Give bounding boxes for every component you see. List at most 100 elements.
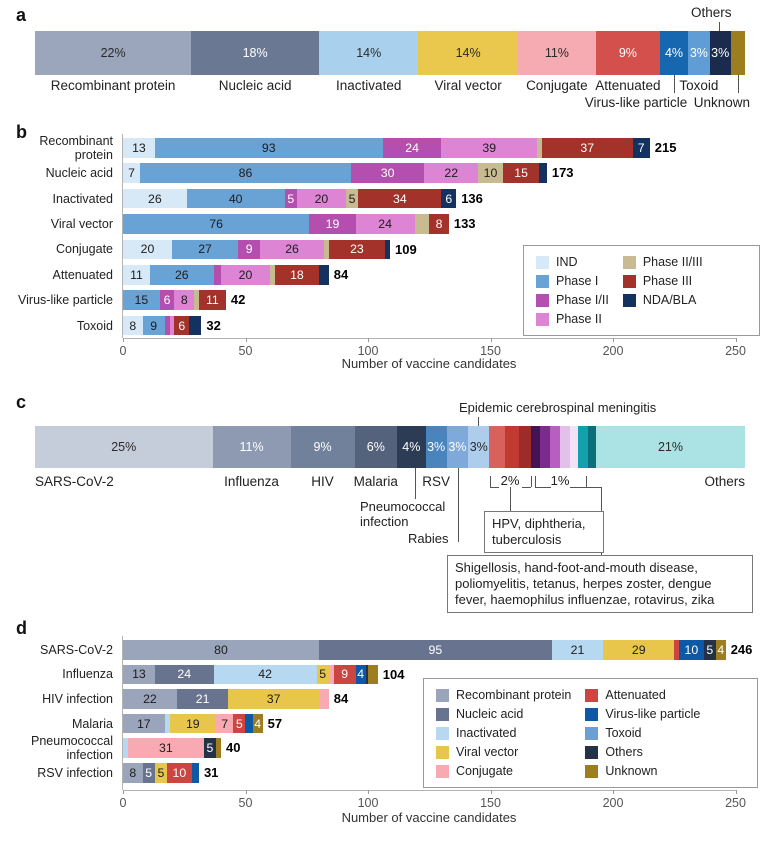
bar-segment: 9 (333, 664, 356, 685)
tick-label: 250 (725, 796, 746, 810)
bar-segment: 3% (688, 31, 710, 75)
bar-row: 11 26 20 18 (123, 265, 329, 285)
bar-segment: 21 (176, 689, 229, 709)
legend-item: Nucleic acid (436, 707, 571, 721)
panel-a-others-label: Others (691, 5, 732, 20)
bar-segment (367, 664, 378, 685)
row-label: Pneumococcal infection (31, 734, 113, 763)
segment-value: 5 (319, 667, 327, 682)
segment-value: 15 (134, 293, 149, 308)
axis-tick (368, 790, 369, 794)
bar-row: 13 93 24 39 37 7 (123, 138, 650, 158)
legend-label: NDA/BLA (642, 293, 697, 307)
bar-segment (269, 265, 275, 285)
legend-column: Recombinant protein Nucleic acid Inactivat… (436, 688, 571, 778)
bar-segment (164, 315, 170, 336)
bar-segment: 3% (468, 426, 490, 468)
tick-label: 250 (725, 343, 746, 358)
bar-row: 31 5 (123, 738, 221, 758)
segment-value: 29 (631, 642, 646, 657)
bar-segment (318, 689, 329, 709)
segment-label: HIV (311, 474, 334, 489)
bar-segment: 37 (541, 138, 633, 158)
bar-segment (191, 763, 199, 783)
segment-value: 5 (235, 716, 243, 731)
bar-segment (519, 426, 531, 468)
bar-segment: 9% (290, 426, 355, 468)
bar-segment (365, 664, 368, 685)
bar-segment: 20 (220, 265, 270, 285)
legend-label: Toxoid (605, 726, 642, 740)
tick-label: 150 (480, 343, 501, 358)
row-label: Viral vector (50, 216, 113, 231)
segment-value: 27 (198, 242, 212, 257)
legend-label: Phase II (556, 312, 602, 326)
segment-value: 34 (392, 191, 407, 206)
panel-d-letter: d (16, 618, 27, 638)
legend-swatch (536, 255, 549, 269)
segment-label: Influenza (224, 474, 279, 489)
pneumococcal-label: Pneumococcal infection (360, 499, 446, 529)
tick-label: 200 (602, 796, 624, 810)
segment-value: 10 (172, 765, 187, 780)
bar-segment: 14% (319, 31, 419, 75)
row-total: 133 (453, 216, 476, 232)
segment-value: 21 (570, 642, 585, 657)
segment-value: 26 (285, 242, 299, 257)
legend-swatch (536, 293, 549, 307)
bar-segment: 3% (425, 426, 447, 468)
panel-b-x-axis-title: Number of vaccine candidates (341, 356, 517, 371)
panel-c-stacked-bar: 25% 11% 9% 6% 4% 3% 3% 3% 21% (35, 426, 745, 468)
bracket-line (490, 487, 499, 488)
segment-value: 39 (482, 140, 497, 155)
leader-line (458, 468, 459, 542)
bar-segment: 80 (123, 640, 319, 660)
legend-item: Phase III (622, 274, 703, 288)
bar-segment: 8 (123, 763, 143, 783)
tick-label: 100 (357, 343, 379, 358)
legend-swatch (622, 293, 636, 307)
bracket-tick (535, 476, 536, 487)
segment-value: 20 (140, 242, 155, 257)
bar-segment: 7 (216, 713, 234, 734)
bar-segment (539, 163, 547, 183)
bar-segment (530, 426, 540, 468)
segment-value: 5 (348, 191, 356, 206)
bracket-line (522, 487, 531, 488)
legend-swatch (585, 707, 599, 721)
bar-row: 17 19 7 5 4 (123, 713, 263, 734)
segment-label: Others (704, 474, 745, 489)
legend-swatch (436, 745, 449, 759)
axis-tick (613, 790, 614, 794)
segment-label: Nucleic acid (218, 78, 292, 93)
row-total: 32 (206, 317, 221, 333)
legend-item: IND (536, 255, 609, 269)
row-label: Inactivated (52, 191, 113, 206)
legend-swatch (436, 688, 449, 702)
row-label: Malaria (72, 716, 113, 731)
bar-segment (245, 713, 253, 734)
legend-label: Inactivated (456, 726, 517, 740)
bar-segment: 10 (679, 640, 704, 660)
legend-swatch (622, 255, 636, 269)
bar-segment (216, 738, 221, 758)
row-label: Attenuated (52, 267, 113, 282)
segment-label: Inactivated (336, 78, 402, 93)
bar-segment (414, 214, 430, 234)
bar-segment: 26 (149, 265, 214, 285)
axis-tick (123, 790, 124, 794)
segment-value: 5 (157, 765, 165, 780)
bar-segment: 37 (228, 689, 319, 709)
legend-column: Phase II/III Phase III NDA/BLA (622, 255, 703, 326)
bracket-tick (586, 476, 587, 487)
row-total: 173 (551, 165, 574, 181)
legend-label: Conjugate (456, 764, 513, 778)
bar-segment: 5 (203, 738, 217, 758)
bar-segment: 86 (140, 163, 351, 183)
segment-value: 10 (483, 166, 498, 181)
segment-value: 7 (637, 140, 645, 155)
segment-value: 37 (266, 691, 281, 706)
legend-swatch (585, 745, 599, 759)
bracket-line (570, 487, 602, 488)
axis-tick (245, 337, 247, 342)
